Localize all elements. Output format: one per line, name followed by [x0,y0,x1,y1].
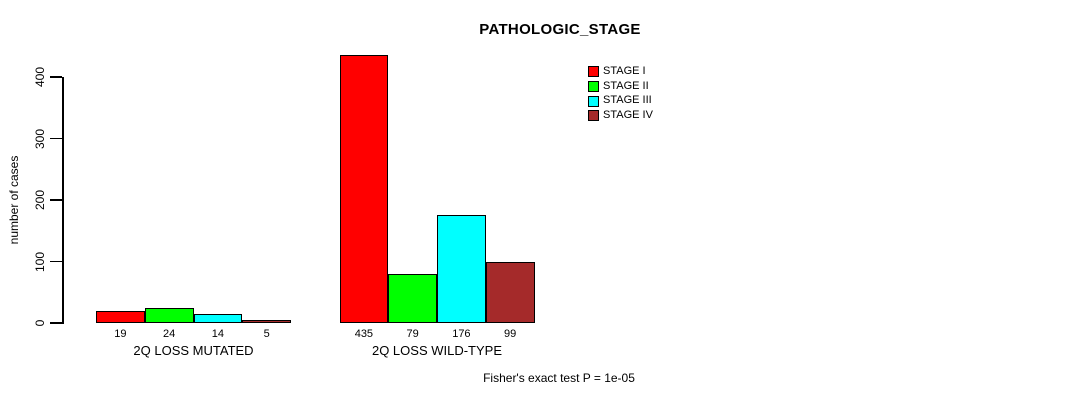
annotation-text: Fisher's exact test P = 1e-05 [483,371,635,385]
y-tick-label: 200 [33,189,47,211]
legend-item-stage-ii: STAGE II [588,79,653,93]
y-tick-label: 100 [33,251,47,272]
y-axis-label: number of cases [7,155,21,245]
legend-label: STAGE I [603,65,646,77]
y-tick [50,137,62,140]
bar-2q-loss-mutated-stage-iii [193,314,243,323]
chart-title: PATHOLOGIC_STAGE [479,21,641,38]
legend-swatch-icon [588,110,599,122]
y-tick-label: 0 [33,319,47,327]
bar-2q-loss-wild-type-stage-iii [437,215,486,323]
legend-label: STAGE III [603,94,652,107]
y-tick [50,260,62,263]
bar-value-label: 435 [354,328,374,340]
y-tick-label: 400 [33,66,47,88]
bar-value-label: 79 [406,328,419,340]
bar-2q-loss-mutated-stage-iv [242,320,291,323]
y-tick [50,199,62,201]
legend-swatch-icon [588,66,599,78]
legend: STAGE I STAGE II STAGE III STAGE IV [588,65,653,125]
bar-value-label: 24 [163,328,176,340]
bar-2q-loss-wild-type-stage-i [339,55,389,323]
bar-value-label: 14 [211,328,224,340]
legend-label: STAGE IV [603,109,653,122]
legend-item-stage-i: STAGE I [588,65,653,78]
y-tick-label: 300 [33,128,47,149]
y-tick [50,322,62,324]
group-label: 2Q LOSS MUTATED [133,343,254,358]
group-label: 2Q LOSS WILD-TYPE [371,343,503,358]
legend-item-stage-iii: STAGE III [588,95,653,107]
bar-2q-loss-mutated-stage-ii [144,308,194,323]
legend-swatch-icon [588,95,599,107]
bar-value-label: 5 [263,328,270,340]
bar-2q-loss-mutated-stage-i [96,311,145,323]
bar-value-label: 99 [504,328,517,340]
legend-label: STAGE II [603,79,649,92]
legend-swatch-icon [588,80,599,92]
legend-item-stage-iv: STAGE IV [588,110,653,122]
bar-2q-loss-wild-type-stage-iv [485,262,535,323]
y-axis-line [62,77,64,324]
bar-2q-loss-wild-type-stage-ii [388,274,437,323]
bar-value-label: 176 [452,328,471,340]
y-tick [50,76,62,78]
bar-value-label: 19 [114,328,127,340]
